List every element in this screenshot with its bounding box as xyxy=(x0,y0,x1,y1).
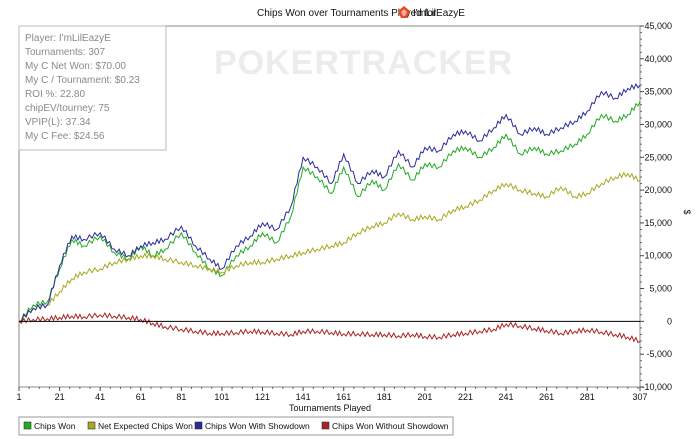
poker-logo-icon xyxy=(398,6,410,18)
x-tick-label: 1 xyxy=(16,392,21,402)
x-tick-label: 181 xyxy=(377,392,392,402)
stats-box: Player: I'mLilEazyE Tournaments: 307 My … xyxy=(18,25,167,151)
stat-net-won: My C Net Won: $70.00 xyxy=(25,61,126,72)
y-tick-label: 35,000 xyxy=(644,87,672,97)
x-tick-label: 141 xyxy=(296,392,311,402)
series-line-chips-won-without-showdown xyxy=(18,311,641,344)
legend-swatch xyxy=(321,421,330,430)
series-line-chips-won-with-showdown xyxy=(19,82,641,322)
y-tick-label: 10,000 xyxy=(644,251,672,261)
x-tick-label: 101 xyxy=(214,392,229,402)
x-tick-label: 41 xyxy=(95,392,105,402)
y-tick-label: 5,000 xyxy=(649,284,672,294)
stat-vpip: VPIP(L): 37.34 xyxy=(25,117,91,128)
legend-swatch xyxy=(194,421,203,430)
stat-player: Player: I'mLilEazyE xyxy=(25,33,111,44)
y-tick-label: 30,000 xyxy=(644,119,672,129)
series-layer xyxy=(18,82,641,344)
chart-title: Chips Won over Tournaments Played for xyxy=(257,8,437,19)
x-tick-label: 121 xyxy=(255,392,270,402)
series-line-chips-won xyxy=(18,101,641,322)
chart-title-text: Chips Won over Tournaments Played for xyxy=(257,8,437,19)
y-tick-label: 0 xyxy=(667,316,672,326)
x-axis-label: Tournaments Played xyxy=(289,403,371,413)
y-tick-label: 40,000 xyxy=(644,54,672,64)
legend-swatch xyxy=(87,421,96,430)
x-tick-label: 201 xyxy=(417,392,432,402)
series-line-net-expected-chips-won xyxy=(19,171,641,322)
x-tick-label: 221 xyxy=(458,392,473,402)
y-tick-label: 20,000 xyxy=(644,185,672,195)
stat-fee: My C Fee: $24.56 xyxy=(25,131,105,142)
y-tick-label: -5,000 xyxy=(646,349,672,359)
y-axis: -10,000 -5,000 0 5,000 10,000 15,000 20,000 25,… xyxy=(640,21,672,392)
y-tick-label: 45,000 xyxy=(644,21,672,31)
watermark-logo: POKERTRACKER xyxy=(214,44,513,82)
legend-label: Chips Won xyxy=(34,421,76,431)
stat-per-tournament: My C / Tournament: $0.23 xyxy=(25,75,140,86)
y-tick-label: 15,000 xyxy=(644,218,672,228)
legend: Chips Won Net Expected Chips Won Chips Won… xyxy=(18,416,454,436)
stats-box-frame xyxy=(18,25,167,151)
x-tick-label: 241 xyxy=(499,392,514,402)
x-tick-label: 81 xyxy=(176,392,186,402)
y-tick-label: -10,000 xyxy=(641,382,672,392)
chart-title-player: I'mLilEazyE xyxy=(413,8,465,19)
stat-chipev: chipEV/tourney: 75 xyxy=(25,103,110,114)
legend-label: Chips Won Without Showdown xyxy=(332,421,449,431)
x-tick-label: 307 xyxy=(632,392,647,402)
legend-frame xyxy=(18,416,454,436)
x-tick-label: 261 xyxy=(539,392,554,402)
y-tick-label: 25,000 xyxy=(644,152,672,162)
stat-tournaments: Tournaments: 307 xyxy=(25,47,105,58)
x-tick-label: 281 xyxy=(580,392,595,402)
x-tick-label: 21 xyxy=(55,392,65,402)
legend-swatch xyxy=(23,421,32,430)
stat-roi: ROI %: 22.80 xyxy=(25,89,85,100)
watermark-text: POKERTRACKER xyxy=(214,44,513,82)
y-axis-label: $ xyxy=(682,209,692,214)
legend-label: Net Expected Chips Won xyxy=(98,421,193,431)
x-axis: 1 21 41 61 81 101 121 141 161 181 201 221 241 261 281 3… xyxy=(16,387,648,402)
x-tick-label: 61 xyxy=(136,392,146,402)
x-tick-label: 161 xyxy=(336,392,351,402)
legend-label: Chips Won With Showdown xyxy=(205,421,310,431)
